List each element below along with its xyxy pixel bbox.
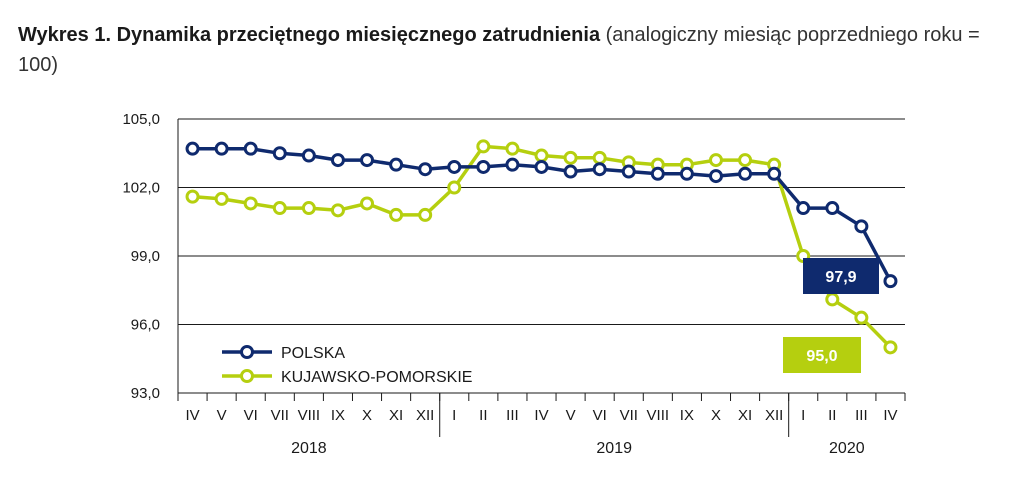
data-point <box>854 219 869 234</box>
y-tick-label: 96,0 <box>131 317 160 334</box>
x-tick-label: VIII <box>647 407 670 424</box>
data-point <box>447 180 462 195</box>
data-point <box>272 201 287 216</box>
data-point <box>825 292 840 307</box>
legend-swatch-marker <box>240 369 254 383</box>
data-point <box>243 196 258 211</box>
data-point <box>679 166 694 181</box>
x-axis-ticks: IV V VI VII VIII IX X XI XII I II III IV V VI VII VIII IX… <box>177 393 906 457</box>
data-point <box>854 310 869 325</box>
data-point <box>418 162 433 177</box>
x-tick-label: IX <box>331 407 345 424</box>
value-callout-box <box>783 337 861 373</box>
x-tick-label: II <box>479 407 487 424</box>
x-tick-label: XII <box>765 407 783 424</box>
data-point <box>796 201 811 216</box>
x-tick-label: VII <box>620 407 638 424</box>
x-tick-label: X <box>362 407 372 424</box>
legend-swatch-marker <box>240 345 254 359</box>
y-axis-ticks: 93,0 96,0 99,0 102,0 105,0 <box>122 111 160 402</box>
data-point <box>592 162 607 177</box>
x-tick-label: XII <box>416 407 434 424</box>
legend-label: POLSKA <box>281 345 345 362</box>
data-point <box>389 157 404 172</box>
data-point <box>214 141 229 156</box>
year-label: 2019 <box>596 440 632 457</box>
data-point <box>301 201 316 216</box>
data-point <box>476 159 491 174</box>
y-tick-label: 99,0 <box>131 248 160 265</box>
x-tick-label: IV <box>185 407 199 424</box>
data-point <box>301 148 316 163</box>
x-tick-label: XI <box>389 407 403 424</box>
x-tick-label: I <box>452 407 456 424</box>
data-point <box>214 191 229 206</box>
data-point <box>883 274 898 289</box>
data-point <box>708 169 723 184</box>
data-point <box>621 164 636 179</box>
x-tick-label: IX <box>680 407 694 424</box>
series-line <box>192 144 892 349</box>
data-point <box>447 159 462 174</box>
data-point <box>738 153 753 168</box>
data-point <box>418 207 433 222</box>
data-point <box>883 340 898 355</box>
chart-title: Wykres 1. Dynamika przeciętnego miesięcz… <box>18 20 1008 80</box>
data-point <box>243 141 258 156</box>
value-callout-label: 95,0 <box>806 348 837 365</box>
legend: POLSKA KUJAWSKO-POMORSKIE <box>222 345 472 386</box>
y-tick-label: 93,0 <box>131 385 160 402</box>
data-point <box>389 207 404 222</box>
data-point <box>505 157 520 172</box>
data-point <box>767 166 782 181</box>
data-point <box>505 141 520 156</box>
x-tick-label: III <box>506 407 519 424</box>
data-point <box>272 146 287 161</box>
chart-title-subtitle: (analogiczny miesiąc poprzedniego roku =… <box>18 24 980 76</box>
chart-title-bold: Wykres 1. Dynamika przeciętnego miesięcz… <box>18 24 601 46</box>
y-tick-label: 105,0 <box>122 111 160 128</box>
x-tick-label: IV <box>534 407 548 424</box>
data-point <box>592 150 607 165</box>
series-layer <box>185 139 898 355</box>
x-tick-label: X <box>711 407 721 424</box>
x-tick-label: VII <box>271 407 289 424</box>
legend-label: KUJAWSKO-POMORSKIE <box>281 369 472 386</box>
x-tick-label: IV <box>883 407 897 424</box>
x-tick-label: XI <box>738 407 752 424</box>
x-tick-label: V <box>217 407 227 424</box>
x-tick-label: II <box>828 407 836 424</box>
data-point <box>825 201 840 216</box>
x-tick-label: I <box>801 407 805 424</box>
data-point <box>708 153 723 168</box>
year-label: 2018 <box>291 440 327 457</box>
data-point <box>185 189 200 204</box>
x-tick-label: VIII <box>298 407 321 424</box>
data-point <box>534 148 549 163</box>
data-point <box>563 150 578 165</box>
data-point <box>330 203 345 218</box>
data-point <box>738 166 753 181</box>
value-callout-box <box>803 258 879 294</box>
value-callout-label: 97,9 <box>825 269 856 286</box>
data-point <box>330 153 345 168</box>
callouts: 97,9 95,0 <box>783 258 879 373</box>
data-point <box>563 164 578 179</box>
data-point <box>650 166 665 181</box>
data-point <box>360 196 375 211</box>
x-tick-label: VI <box>593 407 607 424</box>
y-tick-label: 102,0 <box>122 180 160 197</box>
year-label: 2020 <box>829 440 865 457</box>
data-point <box>534 159 549 174</box>
data-point <box>185 141 200 156</box>
x-tick-label: VI <box>244 407 258 424</box>
x-tick-label: III <box>855 407 868 424</box>
data-point <box>476 139 491 154</box>
x-tick-label: V <box>566 407 576 424</box>
data-point <box>360 153 375 168</box>
